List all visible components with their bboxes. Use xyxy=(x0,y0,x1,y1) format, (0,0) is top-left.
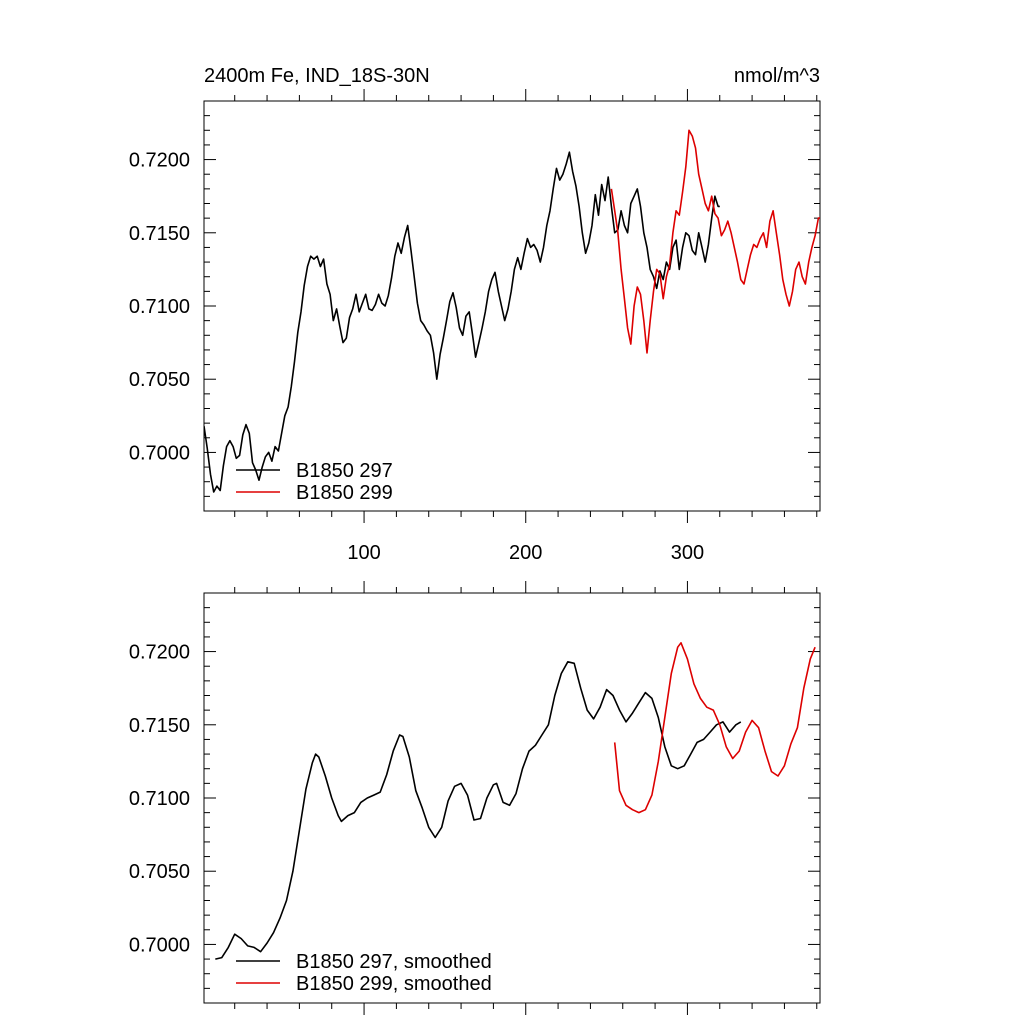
plot-frame xyxy=(203,100,821,512)
units-label: nmol/m^3 xyxy=(734,65,820,87)
y-tick-label: 0.7150 xyxy=(129,223,190,245)
legend-label: B1850 297, smoothed xyxy=(296,951,492,973)
y-tick-label: 0.7200 xyxy=(129,642,190,664)
y-tick-label: 0.7150 xyxy=(129,715,190,737)
chart-title: 2400m Fe, IND_18S-30N xyxy=(204,65,430,87)
y-tick-label: 0.7100 xyxy=(129,296,190,318)
legend-label: B1850 299 xyxy=(296,482,393,504)
y-tick-label: 0.7200 xyxy=(129,150,190,172)
y-tick-label: 0.7100 xyxy=(129,788,190,810)
series-line-1 xyxy=(215,661,742,960)
y-tick-label: 0.7050 xyxy=(129,861,190,883)
y-tick-label: 0.7050 xyxy=(129,369,190,391)
legend-label: B1850 297 xyxy=(296,460,393,482)
y-tick-label: 0.7000 xyxy=(129,442,190,464)
series-line-2 xyxy=(610,129,820,354)
legend-label: B1850 299, smoothed xyxy=(296,973,492,995)
x-tick-label: 100 xyxy=(347,542,380,564)
chart-panel-2: 0.7000 0.7050 0.7100 0.7150 0.7200 B1850 297,… xyxy=(129,581,821,1015)
series-line-2 xyxy=(613,642,816,814)
series-line-1 xyxy=(204,151,720,493)
x-tick-label: 200 xyxy=(509,542,542,564)
x-tick-label: 300 xyxy=(671,542,704,564)
chart-panel-1: 0.7000 0.7050 0.7100 0.7150 0.7200 100 200 300 2… xyxy=(129,65,821,564)
y-tick-label: 0.7000 xyxy=(129,934,190,956)
plot-frame xyxy=(203,592,821,1004)
